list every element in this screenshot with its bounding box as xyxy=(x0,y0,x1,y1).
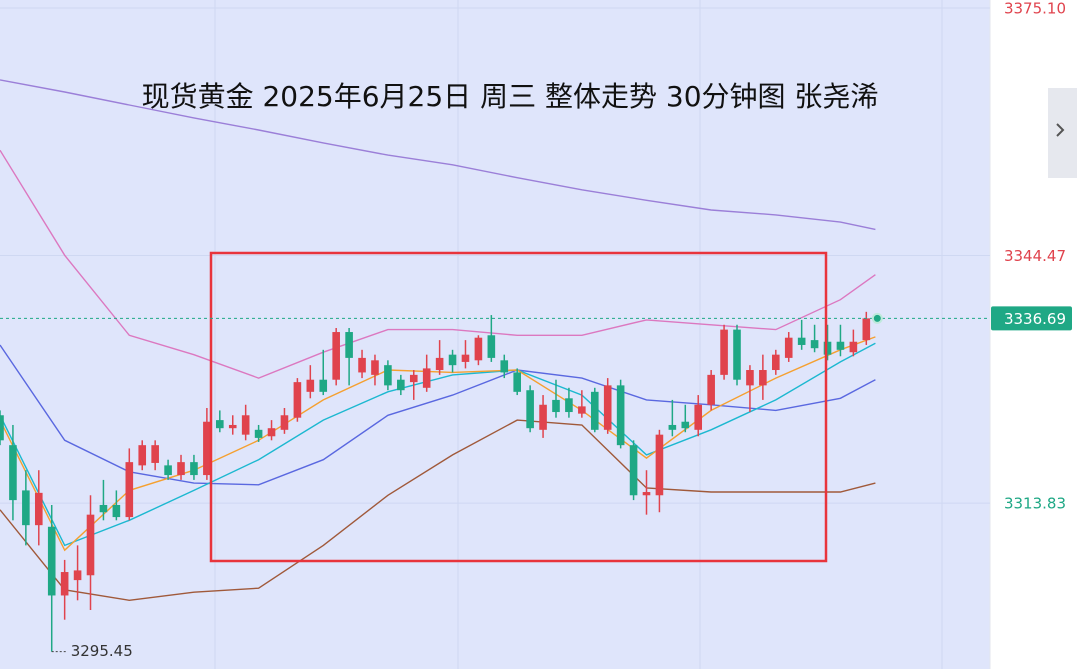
candle-body xyxy=(409,374,418,383)
candle-body xyxy=(720,329,728,375)
candle-body xyxy=(642,492,651,496)
indicator-line xyxy=(0,344,876,486)
candle-body xyxy=(125,462,134,518)
candle-body xyxy=(513,372,521,392)
last-price-label: 3336.69 xyxy=(1004,310,1066,328)
arrow-icon xyxy=(1056,123,1065,137)
candle-body xyxy=(0,415,4,441)
candle-body xyxy=(668,424,677,430)
candle-body xyxy=(629,445,638,496)
candle-body xyxy=(578,406,586,414)
candle-body xyxy=(784,337,793,358)
candle-body xyxy=(190,462,198,476)
candle-body xyxy=(694,404,703,430)
candle-body xyxy=(797,337,806,345)
candle-body xyxy=(759,370,767,386)
candle-body xyxy=(862,318,871,341)
candle-body xyxy=(345,332,353,358)
candle-body xyxy=(681,421,690,429)
candle-body xyxy=(448,354,457,366)
candle-body xyxy=(60,572,69,596)
vertical-grid xyxy=(214,0,943,669)
side-panel-toggle[interactable] xyxy=(1048,88,1077,178)
candle-body xyxy=(216,420,224,429)
candle-body xyxy=(86,514,95,576)
candle-body xyxy=(293,382,302,418)
candle-body xyxy=(358,357,366,373)
candle-body xyxy=(474,337,483,361)
candle-body xyxy=(138,445,147,466)
candle-body xyxy=(306,379,315,392)
candle-body xyxy=(332,332,340,380)
candle-body xyxy=(836,341,845,350)
candle-body xyxy=(746,370,754,386)
candle-body xyxy=(526,390,534,429)
indicator-line xyxy=(0,149,876,379)
candle-body xyxy=(422,368,431,388)
indicator-line xyxy=(0,79,876,231)
candle-body xyxy=(254,429,263,438)
candle-body xyxy=(603,385,612,430)
candle-body xyxy=(772,354,780,371)
candles xyxy=(0,311,871,652)
candle-body xyxy=(733,329,741,380)
candle-body xyxy=(47,526,56,596)
candle-body xyxy=(810,340,819,349)
last-price-tag xyxy=(991,306,1072,331)
candle-body xyxy=(435,357,444,371)
candle-body xyxy=(707,374,715,405)
candle-body xyxy=(616,385,625,446)
candle-body xyxy=(500,360,509,373)
candle-body xyxy=(228,424,237,429)
candle-body xyxy=(384,365,392,386)
candle-body xyxy=(590,391,599,430)
chart-title: 现货黄金 2025年6月25日 周三 整体走势 30分钟图 张尧浠 xyxy=(142,80,879,113)
candle-body xyxy=(371,360,379,375)
candle-body xyxy=(397,379,405,391)
candle-body xyxy=(151,445,159,463)
candle-body xyxy=(164,465,172,476)
candle-body xyxy=(849,341,858,353)
indicator-lines xyxy=(0,79,876,602)
candle-body xyxy=(280,415,289,430)
candle-body xyxy=(73,570,82,581)
candle-body xyxy=(34,492,43,526)
candle-body xyxy=(487,335,496,358)
candle-body xyxy=(319,379,328,392)
y-tick-label: 3344.47 xyxy=(1004,247,1066,265)
candle-body xyxy=(241,415,250,435)
candle-body xyxy=(203,421,211,476)
y-tick-label: 3313.83 xyxy=(1004,495,1066,513)
y-tick-label: 3375.10 xyxy=(1004,0,1066,17)
candle-body xyxy=(539,404,547,430)
candle-body xyxy=(267,428,276,437)
candle-body xyxy=(9,445,17,501)
candle-body xyxy=(112,504,121,518)
candle-body xyxy=(552,399,560,413)
candle-body xyxy=(99,504,108,513)
last-price-dot xyxy=(871,312,883,324)
highlight-box xyxy=(209,251,828,563)
candle-body xyxy=(177,462,185,476)
indicator-line xyxy=(0,342,876,547)
candle-body xyxy=(565,398,573,413)
candle-body xyxy=(823,341,832,355)
candle-body xyxy=(655,434,664,496)
low-label: 3295.45 xyxy=(71,642,133,660)
indicator-line xyxy=(0,419,876,602)
candle-body xyxy=(461,354,470,362)
candle-body xyxy=(22,490,30,526)
